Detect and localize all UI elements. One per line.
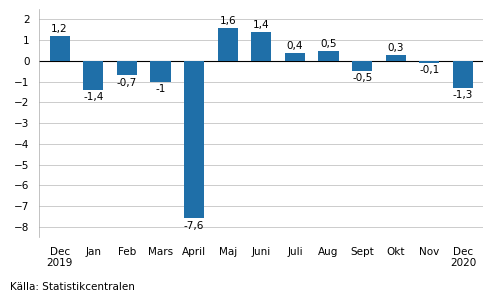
Text: -1,4: -1,4 — [83, 92, 104, 102]
Text: -1: -1 — [155, 84, 166, 94]
Bar — [318, 50, 339, 61]
Bar — [251, 32, 271, 61]
Text: 0,3: 0,3 — [387, 43, 404, 53]
Bar — [184, 61, 204, 219]
Text: -0,7: -0,7 — [117, 78, 137, 88]
Bar — [117, 61, 137, 75]
Bar — [217, 28, 238, 61]
Text: Källa: Statistikcentralen: Källa: Statistikcentralen — [10, 282, 135, 292]
Bar — [419, 61, 439, 63]
Text: 1,4: 1,4 — [253, 20, 270, 30]
Bar — [453, 61, 473, 88]
Text: 1,2: 1,2 — [51, 24, 68, 34]
Text: -1,3: -1,3 — [453, 90, 473, 100]
Text: 0,4: 0,4 — [286, 40, 303, 50]
Text: -0,5: -0,5 — [352, 73, 372, 83]
Bar — [386, 55, 406, 61]
Bar — [352, 61, 372, 71]
Text: 1,6: 1,6 — [219, 16, 236, 26]
Text: 0,5: 0,5 — [320, 39, 337, 49]
Bar — [150, 61, 171, 82]
Bar — [285, 53, 305, 61]
Bar — [83, 61, 104, 90]
Text: -0,1: -0,1 — [419, 65, 439, 75]
Bar — [49, 36, 70, 61]
Text: -7,6: -7,6 — [184, 220, 204, 230]
